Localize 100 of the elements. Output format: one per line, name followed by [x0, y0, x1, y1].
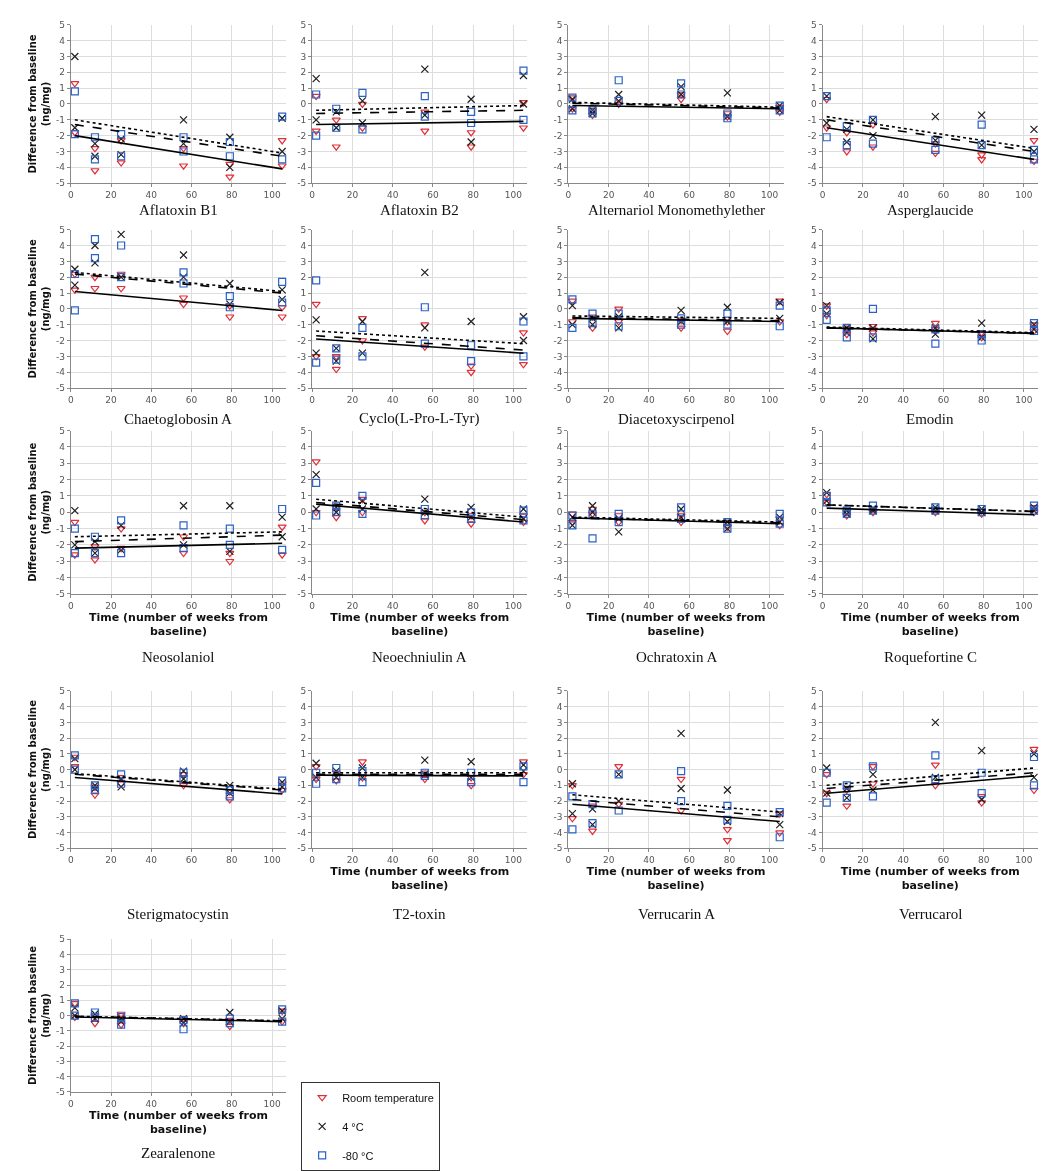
y-tick-label: 3 [59, 717, 65, 728]
legend-label: 4 °C [342, 1120, 364, 1133]
text: Diacetoxyscirpenol [618, 411, 735, 427]
x-tick-label: 80 [723, 394, 736, 405]
y-tick-label: 4 [811, 35, 818, 46]
text: Ochratoxin A [636, 649, 718, 665]
y-tick-label: -1 [56, 780, 65, 791]
x-tick-label: 20 [105, 1098, 118, 1109]
x-tick-label: 80 [723, 855, 736, 866]
y-tick-label: -2 [553, 335, 563, 346]
y-tick-label: 1 [300, 491, 307, 502]
y-tick-label: 2 [300, 474, 307, 485]
y-tick-label: -4 [553, 367, 563, 378]
y-tick-label: 4 [811, 240, 818, 251]
x-tick-label: 80 [977, 600, 990, 611]
y-tick-label: -1 [56, 523, 65, 534]
x-axis-title: Time (number of weeks from baseline) [586, 865, 766, 893]
y-tick-label: -4 [56, 1071, 66, 1082]
y-tick-label: -5 [807, 589, 817, 600]
x-tick-label: 100 [263, 1098, 281, 1109]
y-tick-label: 4 [59, 701, 66, 712]
text: Chaetoglobosin A [124, 411, 233, 427]
y-tick-label: -5 [807, 178, 817, 189]
y-tick-label: -5 [553, 178, 563, 189]
x-tick-label: 100 [504, 189, 523, 200]
x-tick-label: 40 [145, 855, 158, 866]
x-tick-label: 20 [346, 189, 359, 200]
y-tick-label: 0 [59, 1010, 66, 1021]
y-axis-title: Difference from baseline (ng/mg) [27, 945, 52, 1086]
x-tick-label: 40 [386, 855, 399, 866]
y-tick-label: -4 [553, 827, 563, 838]
y-tick-label: 5 [59, 19, 65, 30]
x-tick-label: 80 [226, 1098, 238, 1109]
x-tick-label: 0 [565, 189, 572, 200]
x-tick-label: 40 [643, 855, 655, 866]
x-tick-label: 80 [467, 600, 480, 611]
y-tick-label: 4 [556, 35, 563, 46]
x-tick-label: 20 [857, 600, 869, 611]
x-tick-label: 20 [857, 394, 869, 405]
x-tick-label: 60 [937, 600, 950, 611]
y-tick-label: 2 [300, 272, 307, 283]
y-tick-label: 2 [811, 474, 817, 485]
x-tick-label: 40 [897, 600, 910, 611]
y-tick-label: 0 [811, 99, 818, 110]
y-tick-label: 3 [556, 256, 563, 267]
x-tick-label: 20 [602, 189, 615, 200]
x-tick-label: 100 [1015, 600, 1033, 611]
y-tick-label: -3 [297, 556, 307, 567]
text: Cyclo(L-Pro-L-Tyr) [359, 410, 480, 427]
y-tick-label: 0 [300, 99, 307, 110]
y-tick-label: -3 [807, 146, 817, 157]
y-tick-label: -3 [553, 146, 563, 157]
y-tick-label: 2 [556, 272, 563, 283]
y-tick-label: -2 [56, 1041, 65, 1052]
x-tick-label: 100 [263, 394, 281, 405]
y-tick-label: 4 [59, 240, 66, 251]
x-tick-label: 20 [105, 600, 118, 611]
y-tick-label: -4 [297, 572, 307, 583]
x-tick-label: 0 [67, 600, 74, 611]
x-axis-title: Time (number of weeks from baseline) [89, 1108, 268, 1136]
x-tick-label: 60 [427, 394, 439, 405]
y-tick-label: 3 [300, 717, 307, 728]
x-tick-label: 100 [1015, 855, 1033, 866]
y-tick-label: 0 [811, 764, 818, 775]
y-tick-label: -3 [807, 351, 817, 362]
y-tick-label: 3 [300, 51, 307, 62]
y-tick-label: 5 [556, 686, 563, 697]
y-tick-label: 5 [59, 425, 65, 436]
x-tick-label: 0 [67, 189, 74, 200]
y-tick-label: -2 [807, 796, 817, 807]
y-tick-label: -4 [553, 162, 563, 173]
y-tick-label: -5 [56, 1086, 65, 1097]
y-tick-label: 4 [59, 442, 66, 453]
y-tick-label: 4 [556, 701, 563, 712]
x-axis-title: Time (number of weeks from baseline) [840, 865, 1020, 893]
y-tick-label: 1 [556, 749, 563, 759]
y-tick-label: 2 [59, 733, 65, 744]
x-tick-label: 20 [602, 394, 615, 405]
x-axis-title: Time (number of weeks from baseline) [89, 610, 268, 638]
y-tick-label: -1 [297, 523, 307, 534]
x-tick-label: 20 [602, 600, 615, 611]
legend-label: Room temperature [342, 1091, 434, 1104]
y-tick-label: -5 [297, 843, 307, 854]
y-tick-label: 1 [811, 288, 817, 299]
x-tick-label: 20 [857, 189, 869, 200]
y-tick-label: -4 [56, 827, 66, 838]
y-tick-label: 2 [811, 67, 817, 78]
y-tick-label: -3 [56, 811, 65, 822]
y-tick-label: 1 [811, 749, 817, 759]
x-tick-label: 0 [309, 394, 316, 405]
x-tick-label: 60 [185, 189, 198, 200]
y-tick-label: 4 [556, 442, 563, 453]
y-tick-label: 5 [811, 19, 817, 30]
y-tick-label: -1 [56, 114, 65, 125]
x-tick-label: 60 [937, 394, 950, 405]
y-tick-label: -1 [553, 114, 563, 125]
y-tick-label: 2 [59, 67, 65, 78]
x-axis-title: Time (number of weeks from baseline) [330, 865, 510, 893]
y-tick-label: -4 [807, 162, 818, 173]
y-tick-label: -3 [56, 556, 65, 567]
